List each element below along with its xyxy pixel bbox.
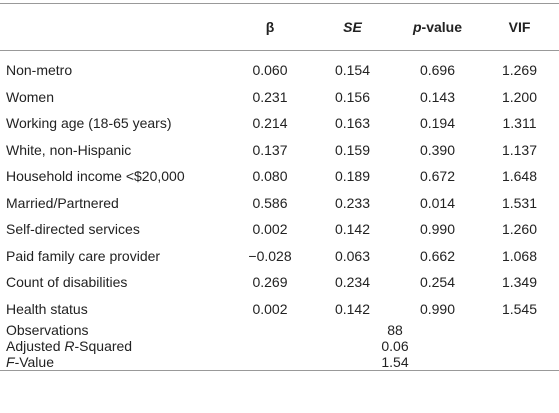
header-cell: VIF bbox=[508, 19, 531, 35]
cell-value: 0.662 bbox=[419, 247, 456, 264]
cell-value: 0.063 bbox=[334, 247, 371, 264]
cell-value: 1.068 bbox=[501, 247, 538, 264]
row-label: Paid family care provider bbox=[6, 247, 161, 264]
table-row: Paid family care provider −0.028 0.063 0.66… bbox=[0, 243, 559, 270]
table-row: Count of disabilities 0.269 0.234 0.254 1.34… bbox=[0, 269, 559, 296]
cell-value: 0.990 bbox=[419, 300, 456, 317]
summary-row: F-Value 1.54 bbox=[0, 354, 559, 371]
cell-value: 0.254 bbox=[419, 274, 456, 291]
table-row: Household income <$20,000 0.080 0.189 0.672… bbox=[0, 163, 559, 190]
header-row: β SE p-value VIF bbox=[0, 3, 559, 51]
cell-value: 0.142 bbox=[334, 221, 371, 238]
cell-value: 0.586 bbox=[252, 194, 288, 211]
label-part: Adjusted bbox=[6, 338, 65, 354]
summary-value: 0.06 bbox=[381, 338, 409, 354]
cell-value: 0.234 bbox=[334, 274, 371, 291]
cell-value: 0.060 bbox=[252, 62, 288, 79]
cell-value: 0.002 bbox=[252, 221, 288, 238]
cell-value: 1.648 bbox=[501, 168, 538, 185]
label-part: F bbox=[6, 354, 15, 370]
cell-value: 0.194 bbox=[419, 115, 456, 132]
page: β SE p-value VIF Non-metro 0.060 0.154 0.69… bbox=[0, 3, 559, 413]
label-part: Observations bbox=[6, 322, 89, 338]
table-row: White, non-Hispanic 0.137 0.159 0.390 1.137 bbox=[0, 137, 559, 164]
table-summary: Observations 88 Adjusted R-Squared 0.06 … bbox=[0, 322, 559, 371]
cell-value: 0.233 bbox=[334, 194, 371, 211]
cell-value: 1.269 bbox=[501, 62, 538, 79]
cell-value: 1.137 bbox=[501, 141, 538, 158]
cell-value: 0.163 bbox=[334, 115, 371, 132]
cell-value: 0.142 bbox=[334, 300, 371, 317]
cell-value: 0.137 bbox=[252, 141, 288, 158]
header-cell: β bbox=[265, 19, 275, 35]
table-row: Self-directed services 0.002 0.142 0.990 1.2… bbox=[0, 216, 559, 243]
row-label: Non-metro bbox=[6, 62, 73, 79]
cell-value: 1.311 bbox=[502, 115, 537, 132]
header-cell: p-value bbox=[395, 4, 480, 51]
table-header: β SE p-value VIF bbox=[0, 3, 559, 51]
header-part: -value bbox=[421, 19, 463, 35]
row-label: Women bbox=[6, 88, 54, 105]
cell-value: 0.189 bbox=[334, 168, 371, 185]
cell-value: 0.014 bbox=[419, 194, 456, 211]
cell-value: −0.028 bbox=[248, 247, 292, 264]
cell-value: 0.696 bbox=[419, 62, 456, 79]
summary-value: 1.54 bbox=[381, 354, 409, 370]
table-row: Health status 0.002 0.142 0.990 1.545 bbox=[0, 296, 559, 323]
cell-value: 1.349 bbox=[501, 274, 538, 291]
cell-value: 0.269 bbox=[252, 274, 288, 291]
row-label: Household income <$20,000 bbox=[6, 168, 185, 185]
label-part: R bbox=[64, 338, 75, 354]
row-label: Working age (18-65 years) bbox=[6, 115, 172, 132]
cell-value: 1.260 bbox=[501, 221, 538, 238]
cell-value: 0.143 bbox=[419, 88, 456, 105]
cell-value: 0.156 bbox=[334, 88, 371, 105]
label-part: -Value bbox=[14, 354, 54, 370]
row-label: Self-directed services bbox=[6, 221, 140, 238]
cell-value: 0.990 bbox=[419, 221, 456, 238]
table-body: Non-metro 0.060 0.154 0.696 1.269 Women 0.231 0… bbox=[0, 51, 559, 323]
cell-value: 1.531 bbox=[501, 194, 538, 211]
summary-row: Adjusted R-Squared 0.06 bbox=[0, 338, 559, 354]
cell-value: 1.200 bbox=[501, 88, 538, 105]
cell-value: 0.154 bbox=[334, 62, 371, 79]
summary-row: Observations 88 bbox=[0, 322, 559, 338]
table-row: Married/Partnered 0.586 0.233 0.014 1.531 bbox=[0, 190, 559, 217]
regression-table: β SE p-value VIF Non-metro 0.060 0.154 0.69… bbox=[0, 3, 559, 371]
cell-value: 0.672 bbox=[419, 168, 456, 185]
summary-label: F-Value bbox=[0, 354, 230, 371]
summary-label: Adjusted R-Squared bbox=[0, 338, 230, 354]
table-row: Women 0.231 0.156 0.143 1.200 bbox=[0, 84, 559, 111]
cell-value: 1.545 bbox=[501, 300, 538, 317]
header-cell: SE bbox=[343, 19, 362, 35]
cell-value: 0.080 bbox=[252, 168, 288, 185]
row-label: Count of disabilities bbox=[6, 274, 128, 291]
row-label: Married/Partnered bbox=[6, 194, 119, 211]
row-label: Health status bbox=[6, 300, 88, 317]
table-row: Working age (18-65 years) 0.214 0.163 0.194… bbox=[0, 110, 559, 137]
summary-value: 88 bbox=[387, 322, 403, 338]
cell-value: 0.231 bbox=[252, 88, 288, 105]
row-label: White, non-Hispanic bbox=[6, 141, 132, 158]
header-part: p bbox=[412, 19, 422, 35]
cell-value: 0.002 bbox=[252, 300, 288, 317]
cell-value: 0.214 bbox=[252, 115, 288, 132]
cell-value: 0.390 bbox=[419, 141, 456, 158]
header-cell bbox=[0, 4, 230, 51]
summary-label: Observations bbox=[0, 322, 230, 338]
cell-value: 0.159 bbox=[334, 141, 371, 158]
label-part: -Squared bbox=[74, 338, 133, 354]
table-row: Non-metro 0.060 0.154 0.696 1.269 bbox=[0, 51, 559, 84]
